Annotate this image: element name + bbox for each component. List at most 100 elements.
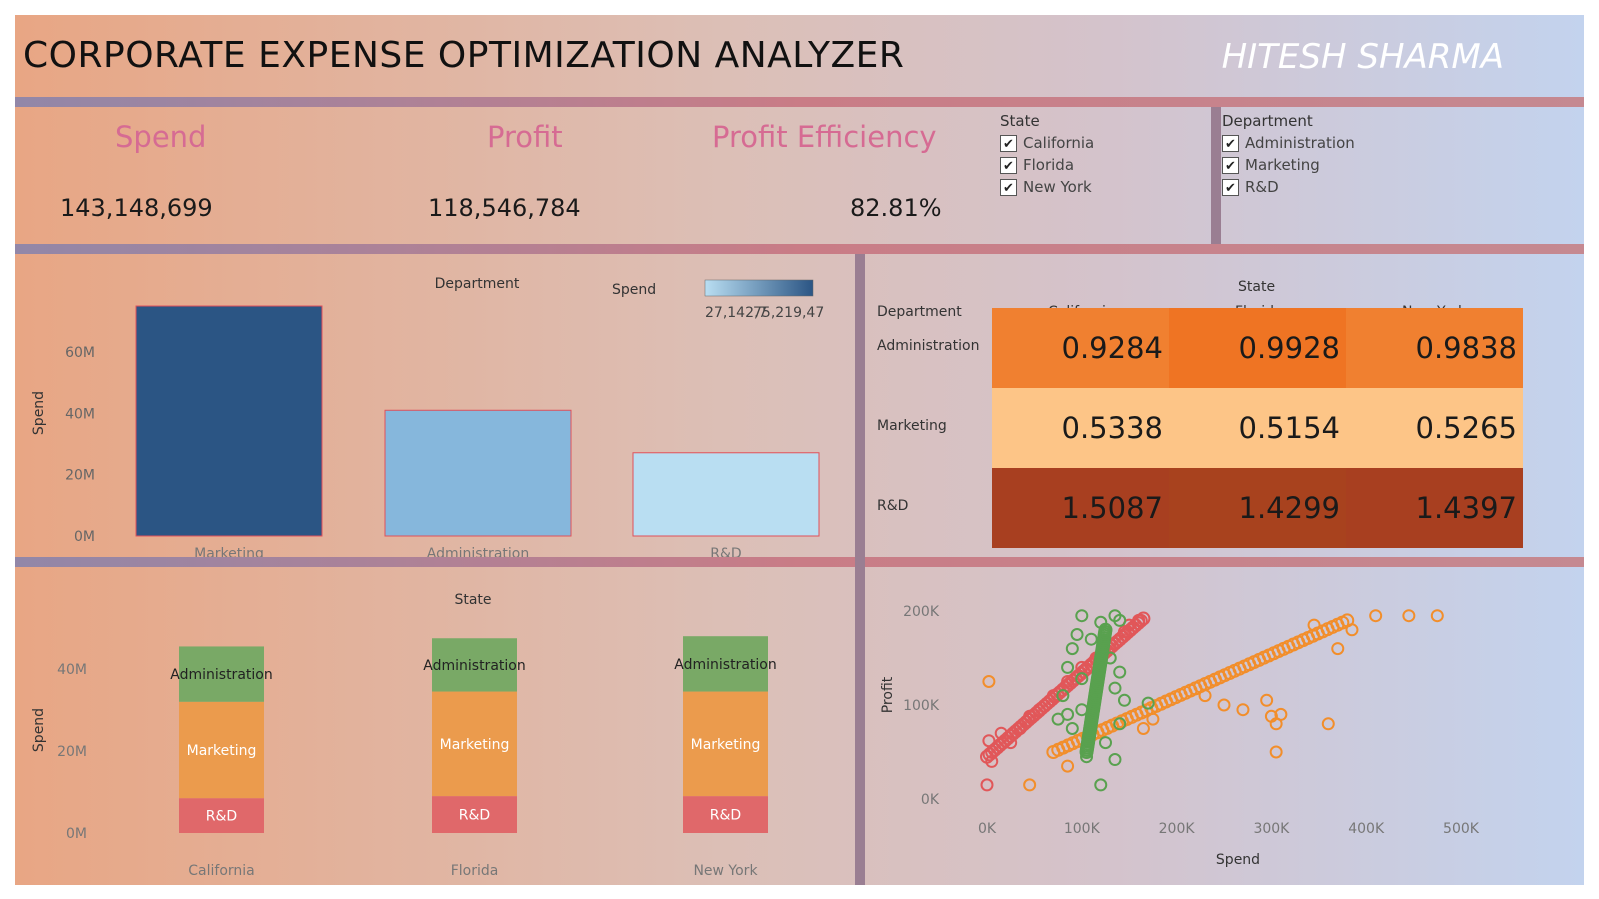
y-tick-label: 0K [921,792,940,808]
department-filter-rnd[interactable]: ✔ R&D [1222,178,1279,196]
y-axis-label: Spend [31,708,47,752]
heatmap-row-header: Department [877,304,962,320]
scatter-point-administration [1080,750,1094,764]
legend-max-label: 75,219,47 [753,305,824,321]
y-tick-label: 100K [903,698,940,714]
y-tick-label: 40M [57,662,87,678]
scatter-point-marketing [1269,745,1283,759]
scatter-point-administration [1056,689,1070,703]
y-tick-label: 40M [65,406,95,422]
scatter-point-administration [1099,736,1112,750]
chart-title: State [454,592,491,608]
stack-segment-label: Administration [674,657,776,673]
stack-segment-marketing [179,701,264,799]
dashboard: CORPORATE EXPENSE OPTIMIZATION ANALYZER … [15,15,1584,885]
scatter-point-rd [1004,736,1018,750]
y-tick-label: 60M [65,345,95,361]
x-axis-label: Spend [1216,852,1260,868]
checkbox-checked-icon[interactable]: ✔ [1222,134,1239,152]
heatmap-row-label: Administration [877,338,980,354]
state-stacked-chart: State Spend 0M 20M 40M R&D Marketing Administra… [31,592,777,879]
state-filter-florida[interactable]: ✔ Florida [1000,156,1074,174]
stack-segment-label: Marketing [187,743,257,759]
kpi-spend-label: Spend [115,120,207,154]
y-axis-label: Profit [880,676,896,713]
checkbox-checked-icon[interactable]: ✔ [1000,156,1017,174]
kpi-efficiency-label: Profit Efficiency [712,120,937,154]
scatter-point-administration [1061,660,1075,674]
scatter-point-marketing [1345,623,1359,637]
scatter-point-marketing [1402,609,1416,623]
scatter-point-rd [1061,675,1075,688]
stack-segment-marketing [683,691,768,797]
scatter-point-marketing [1023,778,1037,792]
scatter-point-administration [1113,665,1127,679]
heatmap-cell: 0.5265 [1346,388,1523,468]
stack-segment-label: R&D [206,809,237,825]
legend-title: Spend [612,282,656,298]
chart-title: Department [435,276,520,292]
checkbox-checked-icon[interactable]: ✔ [1222,178,1239,196]
x-tick-label: 400K [1348,821,1385,837]
x-tick-label: R&D [710,546,741,557]
legend-color-ramp [704,279,814,297]
scatter-point-administration [1108,753,1122,767]
scatter-point-marketing [1136,722,1150,735]
scatter-point-marketing [1369,609,1383,623]
scatter-point-marketing [1146,712,1160,726]
stack-segment-label: R&D [710,808,741,824]
x-tick-label: 200K [1159,821,1196,837]
scatter-point-marketing [982,675,996,688]
y-axis-label: Spend [31,391,47,435]
scatter-point-administration [1094,615,1108,629]
scatter-point-administration [1084,632,1098,646]
department-spend-chart: Department Spend 0M 20M 40M 60M Marketing Admin… [31,276,824,557]
y-tick-label: 20M [57,744,87,760]
checkbox-checked-icon[interactable]: ✔ [1000,178,1017,196]
scatter-point-administration [1070,628,1084,641]
bar-marketing [135,305,323,537]
department-filter-marketing[interactable]: ✔ Marketing [1222,156,1320,174]
scatter-point-rd [1013,722,1027,735]
kpi-spend-value: 143,148,699 [60,194,213,222]
x-tick-label: Florida [451,863,499,879]
scatter-point-administration [1075,703,1089,717]
stack-segment-rd [683,796,768,833]
heatmap-cell: 1.4397 [1346,468,1523,548]
scatter-point-marketing [1236,703,1250,717]
bar-administration [384,409,572,537]
x-tick-label: California [188,863,254,879]
stack-segment-label: Marketing [440,737,510,753]
scatter-point-rd [1032,703,1046,717]
stack-segment-administration [179,646,264,702]
heatmap-cell: 0.9284 [992,308,1169,388]
scatter-point-rd [982,734,996,748]
divider-kpi [15,244,1584,254]
x-tick-label: Administration [427,546,529,557]
state-filter-new-york[interactable]: ✔ New York [1000,178,1092,196]
stack-segment-label: Marketing [691,737,761,753]
efficiency-heatmap: StateDepartmentCaliforniaFloridaNew York… [865,254,1584,557]
divider-vertical [855,254,865,885]
scatter-point-administration [1065,722,1079,735]
state-filter-california[interactable]: ✔ California [1000,134,1094,152]
scatter-point-administration [1113,717,1127,731]
scatter-point-marketing [1331,642,1345,656]
checkbox-checked-icon[interactable]: ✔ [1222,156,1239,174]
scatter-point-marketing [1274,707,1288,721]
department-filter-administration[interactable]: ✔ Administration [1222,134,1355,152]
divider-middle [15,557,1584,567]
scatter-point-administration [1075,672,1089,686]
heatmap-cell: 0.5154 [1169,388,1346,468]
scatter-point-marketing [1198,689,1212,703]
stack-segment-label: Administration [170,667,272,683]
scatter-point-administration [1113,613,1127,627]
y-tick-label: 0M [66,826,87,842]
kpi-profit-label: Profit [487,120,563,154]
checkbox-checked-icon[interactable]: ✔ [1000,134,1017,152]
heatmap-cell: 1.4299 [1169,468,1346,548]
scatter-point-administration [1094,778,1108,792]
scatter-point-rd [985,754,999,768]
x-tick-label: 500K [1443,821,1480,837]
department-filter-title: Department [1222,112,1313,130]
